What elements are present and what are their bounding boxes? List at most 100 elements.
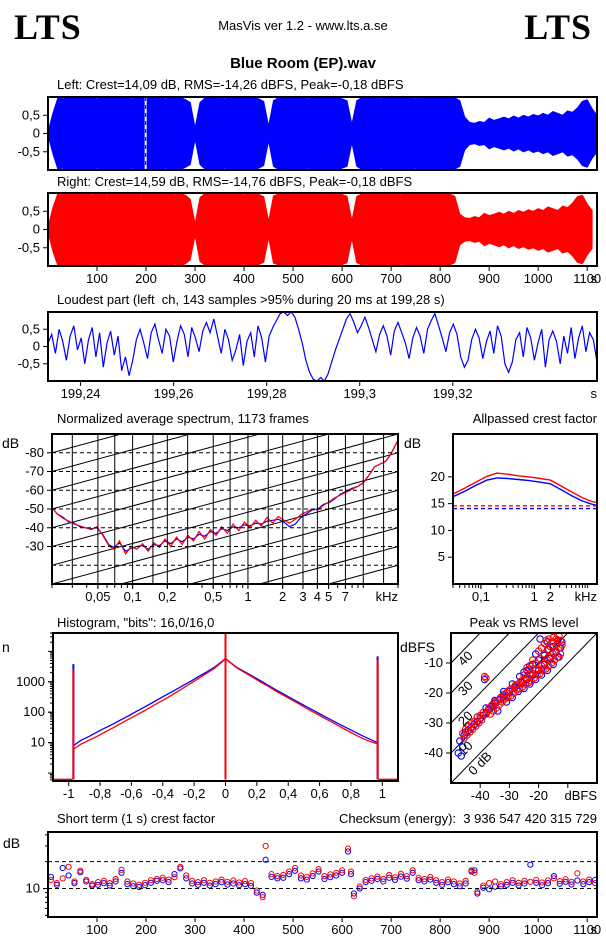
svg-text:199,28: 199,28	[247, 386, 287, 401]
svg-text:-0,4: -0,4	[152, 786, 174, 801]
svg-text:-40: -40	[25, 520, 44, 535]
svg-text:15: 15	[431, 496, 445, 511]
histogram-title: Histogram, "bits": 16,0/16,0	[57, 615, 215, 630]
svg-text:0,2: 0,2	[248, 786, 266, 801]
svg-text:200: 200	[135, 922, 157, 937]
svg-text:-0,5: -0,5	[18, 144, 40, 159]
svg-text:dB: dB	[2, 435, 19, 451]
svg-text:-50: -50	[25, 501, 44, 516]
svg-text:-0,6: -0,6	[120, 786, 142, 801]
svg-text:0,5: 0,5	[22, 203, 40, 218]
svg-text:-80: -80	[25, 445, 44, 460]
svg-text:4: 4	[314, 589, 321, 604]
svg-text:0,6: 0,6	[311, 786, 329, 801]
svg-text:-0,2: -0,2	[183, 786, 205, 801]
svg-text:20: 20	[431, 469, 445, 484]
svg-text:100: 100	[86, 922, 108, 937]
svg-text:199,32: 199,32	[433, 386, 473, 401]
svg-text:-70: -70	[25, 464, 44, 479]
spectrum-title: Normalized average spectrum, 1173 frames	[57, 411, 309, 426]
right-channel-stats: Right: Crest=14,59 dB, RMS=-14,76 dBFS, …	[57, 174, 413, 189]
svg-text:600: 600	[331, 922, 353, 937]
svg-text:dBFS: dBFS	[564, 788, 597, 803]
svg-text:1100: 1100	[573, 922, 601, 937]
svg-text:900: 900	[478, 271, 500, 286]
app-version-line: MasVis ver 1.2 - www.lts.a.se	[218, 18, 388, 33]
svg-text:0,5: 0,5	[22, 321, 40, 336]
svg-text:100: 100	[86, 271, 108, 286]
svg-text:199,24: 199,24	[61, 386, 101, 401]
svg-text:1000: 1000	[16, 674, 45, 689]
left-channel-stats: Left: Crest=14,09 dB, RMS=-14,26 dBFS, P…	[57, 77, 404, 92]
peak-vs-rms-title: Peak vs RMS level	[469, 615, 579, 630]
svg-text:dB: dB	[404, 435, 421, 451]
svg-text:0,8: 0,8	[342, 786, 360, 801]
svg-text:0,1: 0,1	[124, 589, 142, 604]
svg-text:2: 2	[279, 589, 286, 604]
svg-text:100: 100	[23, 704, 45, 719]
svg-text:-10: -10	[424, 655, 443, 670]
svg-text:800: 800	[429, 922, 451, 937]
svg-text:0,5: 0,5	[204, 589, 222, 604]
lts-logo-right: LTS	[524, 7, 592, 47]
file-title: Blue Room (EP).wav	[230, 55, 376, 72]
svg-text:-40: -40	[471, 788, 490, 803]
svg-text:2: 2	[547, 589, 554, 604]
svg-text:1: 1	[379, 786, 386, 801]
svg-text:0,05: 0,05	[85, 589, 110, 604]
svg-text:40: 40	[455, 648, 476, 669]
svg-text:10: 10	[26, 881, 40, 896]
svg-text:0,2: 0,2	[158, 589, 176, 604]
svg-text:-0,5: -0,5	[18, 240, 40, 255]
svg-text:300: 300	[184, 271, 206, 286]
svg-text:30: 30	[455, 678, 476, 699]
loudest-part-plot: 199,24 199,26 199,28 199,3 199,32 s 0,5 0 -0,5	[18, 311, 598, 401]
svg-text:-60: -60	[25, 482, 44, 497]
svg-text:5: 5	[325, 589, 332, 604]
svg-text:-30: -30	[500, 788, 519, 803]
allpassed-crest-plot: dB 0,1 1 2 kHz 5 10 15 20	[404, 433, 598, 604]
svg-text:199,3: 199,3	[343, 386, 376, 401]
svg-text:200: 200	[135, 271, 157, 286]
svg-text:500: 500	[282, 922, 304, 937]
short-term-crest-title: Short term (1 s) crest factor	[57, 811, 216, 826]
svg-text:900: 900	[478, 922, 500, 937]
svg-text:1000: 1000	[524, 922, 553, 937]
svg-text:800: 800	[429, 271, 451, 286]
svg-text:-20: -20	[424, 685, 443, 700]
svg-text:10: 10	[431, 522, 445, 537]
allpassed-title: Allpassed crest factor	[472, 411, 597, 426]
svg-text:-0,5: -0,5	[18, 356, 40, 371]
svg-text:kHz: kHz	[376, 589, 398, 604]
svg-text:-40: -40	[424, 745, 443, 760]
svg-text:500: 500	[282, 271, 304, 286]
svg-text:s: s	[591, 386, 598, 401]
checksum-label: Checksum (energy): 3 936 547 420 315 729	[338, 811, 597, 826]
svg-text:10: 10	[31, 735, 45, 750]
loudest-part-title: Loudest part (left ch, 143 samples >95% …	[57, 292, 445, 307]
svg-text:0,5: 0,5	[22, 107, 40, 122]
histogram-plot: n -1 -0,8 -0,6 -0,4 -0,2 0 0,2 0,4 0,6 0,8 1 10 100 10…	[2, 632, 399, 801]
svg-text:400: 400	[233, 271, 255, 286]
svg-text:0,4: 0,4	[279, 786, 297, 801]
svg-text:n: n	[2, 639, 10, 655]
svg-text:1: 1	[244, 589, 251, 604]
svg-text:0: 0	[222, 786, 229, 801]
svg-text:1000: 1000	[524, 271, 553, 286]
svg-text:-20: -20	[529, 788, 548, 803]
svg-text:700: 700	[380, 271, 402, 286]
svg-text:0: 0	[33, 126, 40, 141]
svg-text:700: 700	[380, 922, 402, 937]
svg-text:-1: -1	[63, 786, 75, 801]
svg-text:kHz: kHz	[575, 589, 597, 604]
svg-text:s: s	[591, 271, 598, 286]
svg-text:5: 5	[438, 549, 445, 564]
left-waveform-plot: 0,5 0 -0,5	[18, 96, 598, 171]
lts-logo-left: LTS	[14, 7, 82, 47]
svg-text:400: 400	[233, 922, 255, 937]
svg-text:3: 3	[299, 589, 306, 604]
svg-text:dB: dB	[3, 835, 20, 851]
